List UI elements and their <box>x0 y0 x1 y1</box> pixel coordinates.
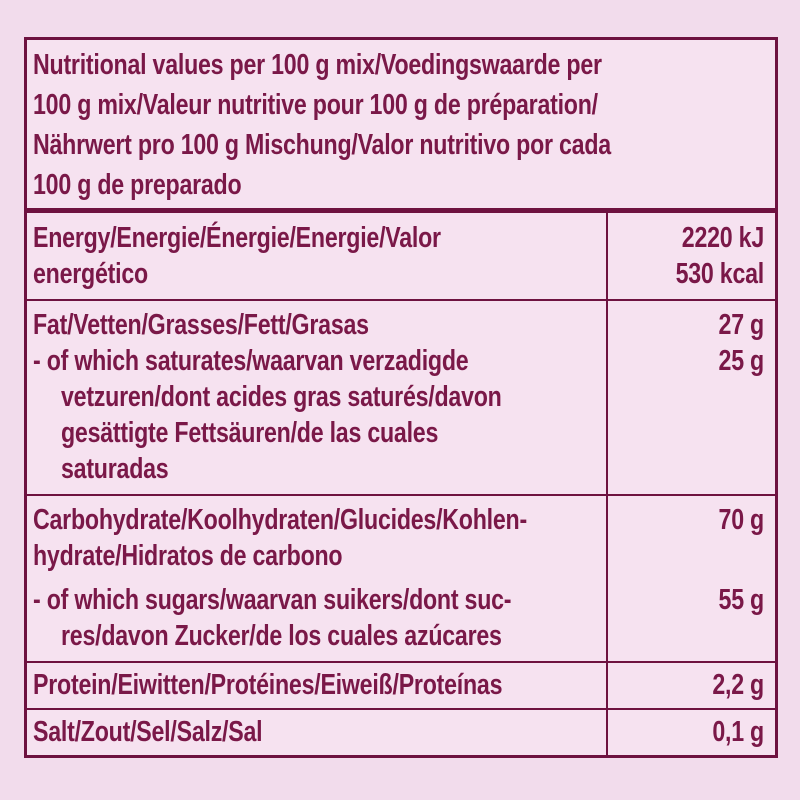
table-header: Nutritional values per 100 g mix/Voeding… <box>27 40 775 213</box>
carbohydrate-value: 70 g <box>718 504 765 536</box>
carbohydrate-sugars-label-cell: - of which sugars/waarvan suikers/dont s… <box>27 582 606 654</box>
table-row-fat: Fat/Vetten/Grasses/Fett/Grasas 27 g - of… <box>27 299 775 494</box>
salt-label: Salt/Zout/Sel/Salz/Sal <box>33 716 263 748</box>
nutrition-table: Nutritional values per 100 g mix/Voeding… <box>24 37 778 758</box>
protein-line: Protein/Eiwitten/Protéines/Eiweiß/Proteí… <box>27 667 775 703</box>
protein-value-cell: 2,2 g <box>606 667 775 703</box>
table-row-energy: Energy/Energie/Énergie/Energie/Valor ene… <box>27 213 775 299</box>
table-row-protein: Protein/Eiwitten/Protéines/Eiweiß/Proteí… <box>27 661 775 708</box>
fat-saturates-line: - of which saturates/waarvan verzadigde … <box>27 343 775 487</box>
energy-line: Energy/Energie/Énergie/Energie/Valor ene… <box>27 220 775 292</box>
table-title: Nutritional values per 100 g mix/Voeding… <box>33 49 611 201</box>
carbohydrate-label: Carbohydrate/Koolhydraten/Glucides/Kohle… <box>33 504 527 572</box>
fat-saturates-value-cell: 25 g <box>606 343 775 487</box>
energy-value: 2220 kJ 530 kcal <box>675 222 765 290</box>
fat-saturates-value: 25 g <box>718 345 765 377</box>
fat-label: Fat/Vetten/Grasses/Fett/Grasas <box>33 309 369 341</box>
carbohydrate-value-cell: 70 g <box>606 502 775 574</box>
carbohydrate-line: Carbohydrate/Koolhydraten/Glucides/Kohle… <box>27 502 775 574</box>
protein-label: Protein/Eiwitten/Protéines/Eiweiß/Proteí… <box>33 669 503 701</box>
protein-value: 2,2 g <box>712 669 764 701</box>
fat-saturates-label: - of which saturates/waarvan verzadigde … <box>33 345 502 485</box>
energy-value-cell: 2220 kJ 530 kcal <box>606 220 775 292</box>
salt-line: Salt/Zout/Sel/Salz/Sal 0,1 g <box>27 714 775 750</box>
energy-label-cell: Energy/Energie/Énergie/Energie/Valor ene… <box>27 220 606 292</box>
carbohydrate-sugars-label: - of which sugars/waarvan suikers/dont s… <box>33 584 512 652</box>
carbohydrate-sugars-value-cell: 55 g <box>606 582 775 654</box>
carbohydrate-sugars-value: 55 g <box>718 584 765 616</box>
fat-value-cell: 27 g <box>606 307 775 343</box>
salt-label-cell: Salt/Zout/Sel/Salz/Sal <box>27 714 606 750</box>
salt-value-cell: 0,1 g <box>606 714 775 750</box>
salt-value: 0,1 g <box>712 716 764 748</box>
energy-label: Energy/Energie/Énergie/Energie/Valor ene… <box>33 222 441 290</box>
table-row-carbohydrate: Carbohydrate/Koolhydraten/Glucides/Kohle… <box>27 494 775 661</box>
fat-label-cell: Fat/Vetten/Grasses/Fett/Grasas <box>27 307 606 343</box>
carbohydrate-label-cell: Carbohydrate/Koolhydraten/Glucides/Kohle… <box>27 502 606 574</box>
fat-value: 27 g <box>718 309 765 341</box>
table-body: Energy/Energie/Énergie/Energie/Valor ene… <box>27 213 775 755</box>
fat-line: Fat/Vetten/Grasses/Fett/Grasas 27 g <box>27 307 775 343</box>
fat-saturates-label-cell: - of which saturates/waarvan verzadigde … <box>27 343 606 487</box>
table-row-salt: Salt/Zout/Sel/Salz/Sal 0,1 g <box>27 708 775 755</box>
protein-label-cell: Protein/Eiwitten/Protéines/Eiweiß/Proteí… <box>27 667 606 703</box>
carbohydrate-sugars-line: - of which sugars/waarvan suikers/dont s… <box>27 582 775 654</box>
